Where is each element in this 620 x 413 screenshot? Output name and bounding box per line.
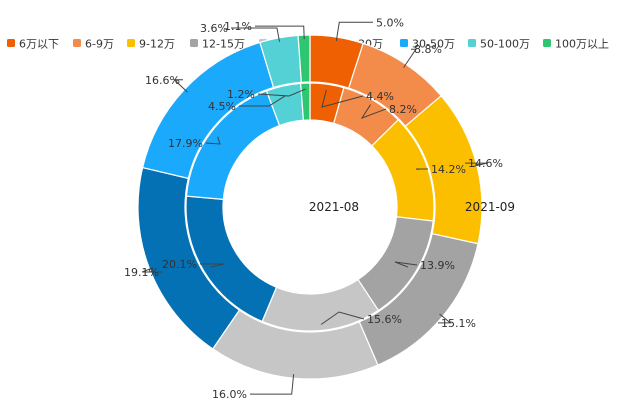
legend-swatch[interactable] bbox=[190, 39, 198, 47]
legend-label[interactable]: 9-12万 bbox=[139, 38, 175, 51]
leader-line bbox=[205, 136, 221, 145]
leader-line bbox=[438, 313, 452, 324]
slice-value-label: 13.9% bbox=[420, 259, 455, 272]
legend-label[interactable]: 30-50万 bbox=[412, 38, 455, 51]
legend-swatch[interactable] bbox=[73, 39, 81, 47]
leader-line bbox=[321, 90, 364, 108]
donut-slice[interactable] bbox=[297, 34, 311, 83]
slice-value-label: 14.6% bbox=[468, 157, 503, 170]
slice-value-label: 1.2% bbox=[227, 88, 255, 101]
slice-value-label: 4.5% bbox=[208, 100, 236, 113]
leader-line bbox=[403, 48, 417, 68]
inner-ring bbox=[185, 82, 435, 332]
slice-value-label: 15.1% bbox=[441, 317, 476, 330]
legend-swatch[interactable] bbox=[400, 39, 408, 47]
leader-line bbox=[394, 261, 418, 268]
leader-line bbox=[335, 21, 373, 42]
leader-line bbox=[465, 162, 487, 167]
slice-value-label: 17.9% bbox=[168, 137, 203, 150]
leader-line bbox=[141, 267, 162, 273]
legend-label[interactable]: 50-100万 bbox=[480, 38, 530, 51]
slice-value-label: 16.0% bbox=[212, 388, 247, 401]
slice-value-label: 19.1% bbox=[124, 266, 159, 279]
leader-line bbox=[257, 88, 306, 97]
slice-value-label: 8.8% bbox=[414, 43, 442, 56]
leader-line bbox=[320, 311, 365, 325]
legend-swatch[interactable] bbox=[7, 39, 15, 47]
leader-line bbox=[231, 27, 281, 42]
slice-value-label: 4.4% bbox=[366, 90, 394, 103]
slice-value-label: 20.1% bbox=[162, 258, 197, 271]
slice-value-label: 1.1% bbox=[224, 20, 252, 33]
slice-value-label: 5.0% bbox=[376, 16, 404, 29]
outer-ring bbox=[137, 34, 483, 380]
slice-value-label: 14.2% bbox=[431, 163, 466, 176]
legend-swatch[interactable] bbox=[543, 39, 551, 47]
slice-value-label: 3.6% bbox=[200, 22, 228, 35]
leader-lines bbox=[141, 21, 487, 395]
slice-value-label: 16.6% bbox=[145, 74, 180, 87]
legend-label[interactable]: 100万以上 bbox=[555, 38, 609, 51]
rings bbox=[137, 34, 483, 380]
leader-line bbox=[360, 104, 387, 119]
outer-series-name: 2021-09 bbox=[465, 200, 515, 214]
legend-label[interactable]: 6-9万 bbox=[85, 38, 114, 51]
leader-line bbox=[173, 79, 188, 93]
legend-label[interactable]: 12-15万 bbox=[202, 38, 245, 51]
legend-swatch[interactable] bbox=[468, 39, 476, 47]
slice-value-label: 8.2% bbox=[389, 103, 417, 116]
leader-line bbox=[255, 25, 305, 40]
inner-series-name: 2021-08 bbox=[309, 200, 359, 214]
leader-line bbox=[200, 263, 225, 268]
leader-line bbox=[250, 374, 295, 395]
legend-label[interactable]: 6万以下 bbox=[19, 38, 59, 51]
legend-swatch[interactable] bbox=[127, 39, 135, 47]
leader-line bbox=[239, 95, 286, 107]
slice-value-label: 15.6% bbox=[367, 313, 402, 326]
data-labels: 4.4%8.2% 14.2% 13.9% 15.6% 20.1% 17.9% 4.5%1.2… bbox=[124, 16, 503, 401]
donut-slice[interactable] bbox=[300, 82, 311, 121]
